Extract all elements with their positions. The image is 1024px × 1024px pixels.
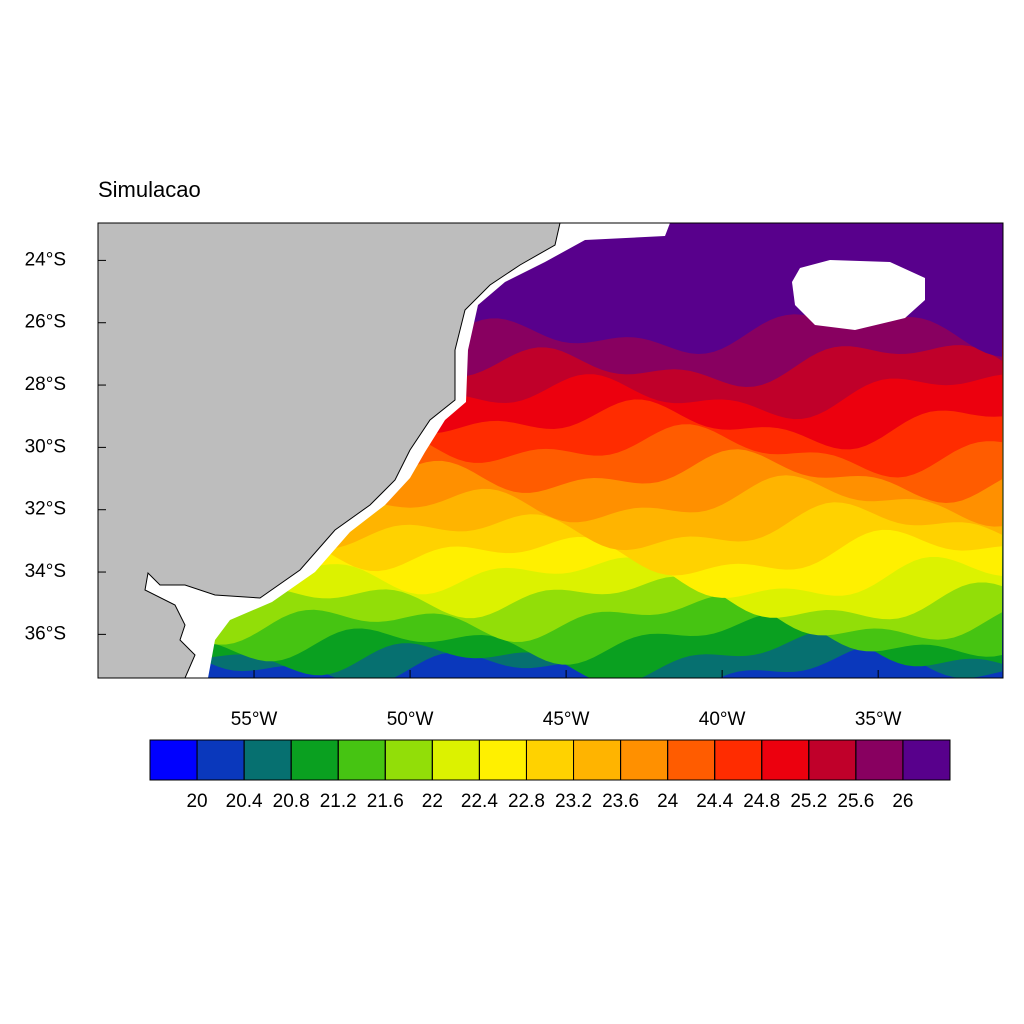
y-tick-label: 24°S bbox=[25, 249, 66, 270]
colorbar-label: 22 bbox=[422, 791, 443, 812]
colorbar-box bbox=[714, 739, 763, 781]
colorbar-label: 20.8 bbox=[273, 791, 310, 812]
y-tick-label: 32°S bbox=[25, 499, 66, 520]
colorbar-label: 21.6 bbox=[367, 791, 404, 812]
colorbar-label: 25.2 bbox=[790, 791, 827, 812]
y-tick-label: 30°S bbox=[25, 436, 66, 457]
y-tick-label: 36°S bbox=[25, 623, 66, 644]
colorbar-label: 26 bbox=[892, 791, 913, 812]
x-tick-label: 35°W bbox=[855, 709, 902, 730]
colorbar-box bbox=[525, 739, 575, 781]
y-tick-label: 26°S bbox=[25, 312, 66, 333]
x-tick-label: 40°W bbox=[699, 709, 746, 730]
colorbar-box bbox=[431, 739, 480, 781]
colorbar-label: 24 bbox=[657, 791, 679, 812]
land bbox=[98, 223, 561, 678]
colorbar-box bbox=[902, 739, 951, 781]
plot-frame bbox=[97, 222, 1004, 679]
colorbar-box bbox=[337, 739, 386, 781]
colorbar-box bbox=[290, 739, 339, 781]
colorbar-box bbox=[478, 739, 527, 781]
y-tick-label: 34°S bbox=[25, 561, 66, 582]
x-tick-label: 45°W bbox=[543, 709, 590, 730]
colorbar-label: 23.6 bbox=[602, 791, 639, 812]
map-title: Simulacao bbox=[98, 177, 201, 202]
x-tick-label: 55°W bbox=[231, 709, 278, 730]
land-layer bbox=[98, 223, 925, 678]
colorbar-box bbox=[573, 739, 622, 781]
colorbar-label: 20.4 bbox=[226, 791, 263, 812]
colorbar-box bbox=[620, 739, 669, 781]
colorbar-label: 24.4 bbox=[696, 791, 733, 812]
x-tick-label: 50°W bbox=[387, 709, 434, 730]
colorbar-box bbox=[196, 739, 245, 781]
colorbar-box bbox=[808, 739, 857, 781]
missing-data-patch bbox=[792, 260, 925, 330]
colorbar-box bbox=[149, 739, 198, 781]
colorbar-label: 22.4 bbox=[461, 791, 498, 812]
colorbar-label: 24.8 bbox=[743, 791, 780, 812]
colorbar-label: 21.2 bbox=[320, 791, 357, 812]
colorbar-box bbox=[384, 739, 433, 781]
colorbar-label: 23.2 bbox=[555, 791, 592, 812]
y-tick-label: 28°S bbox=[25, 374, 66, 395]
colorbar-label: 25.6 bbox=[837, 791, 874, 812]
colorbar-box bbox=[761, 739, 810, 781]
colorbar-label: 22.8 bbox=[508, 791, 545, 812]
colorbar-box bbox=[667, 739, 716, 781]
colorbar-box bbox=[855, 739, 904, 781]
colorbar-box bbox=[243, 739, 292, 781]
colorbar-label: 20 bbox=[186, 791, 207, 812]
